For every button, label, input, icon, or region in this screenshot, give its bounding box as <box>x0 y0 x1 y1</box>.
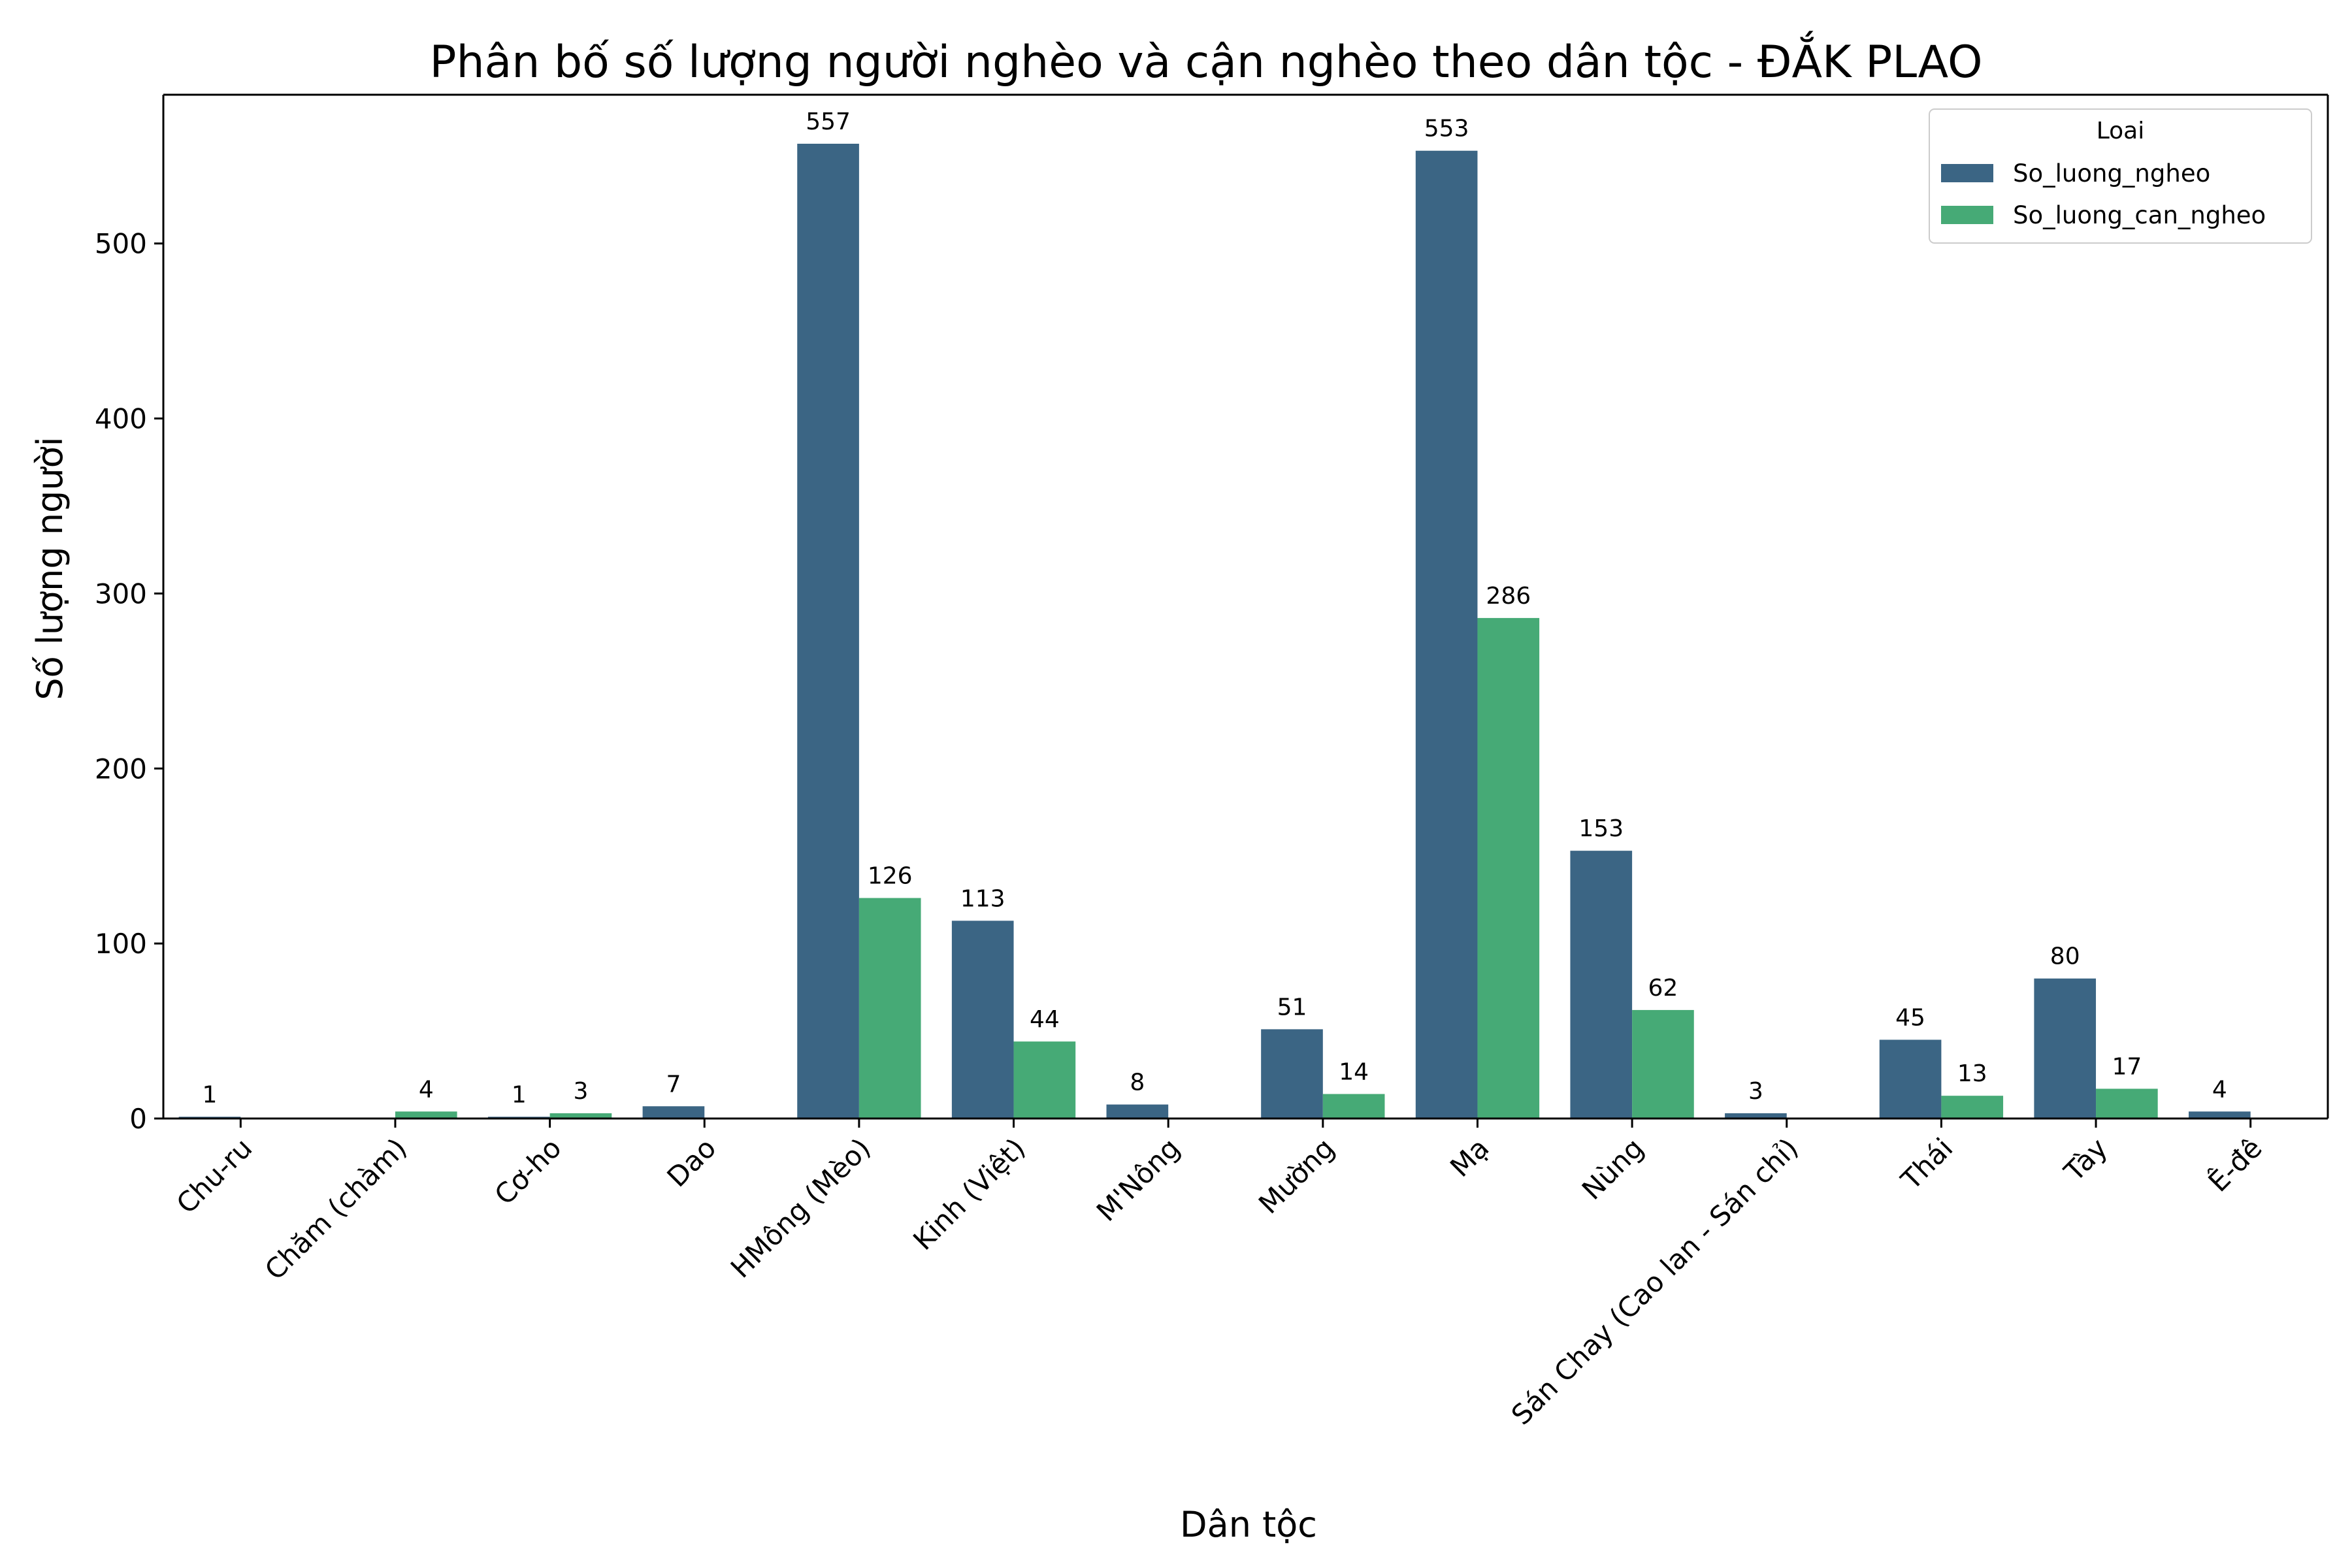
x-tick-label: M'Nông <box>1090 1132 1186 1228</box>
data-label: 8 <box>1130 1070 1145 1096</box>
x-tick-label: Cơ-ho <box>488 1132 567 1211</box>
x-tick-label: Mường <box>1252 1132 1341 1220</box>
x-axis-label: Dân tộc <box>1180 1504 1317 1545</box>
data-label: 557 <box>806 108 851 135</box>
data-label: 126 <box>868 862 913 889</box>
bar <box>1106 1104 1169 1119</box>
y-tick-label: 200 <box>95 753 147 785</box>
x-tick-label: Chu-ru <box>171 1132 259 1220</box>
legend-entry: So_luong_ngheo <box>2013 159 2210 188</box>
y-tick-label: 400 <box>95 403 147 435</box>
bar <box>1322 1094 1385 1119</box>
x-tick-label: Nùng <box>1576 1132 1650 1205</box>
bar <box>1415 150 1478 1119</box>
data-label: 7 <box>666 1071 681 1098</box>
data-label: 51 <box>1277 994 1307 1021</box>
bar <box>642 1106 705 1119</box>
bar <box>395 1111 457 1119</box>
bar <box>797 144 859 1119</box>
data-label: 14 <box>1339 1059 1369 1086</box>
bar <box>1879 1039 1942 1119</box>
legend-box <box>1929 108 2312 244</box>
legend-swatch <box>1941 206 1993 224</box>
data-label: 13 <box>1957 1060 1987 1087</box>
x-tick-label: Thái <box>1895 1132 1959 1196</box>
data-label: 4 <box>419 1076 434 1103</box>
data-label: 1 <box>203 1081 218 1108</box>
legend-entry: So_luong_can_ngheo <box>2013 201 2266 229</box>
bar <box>2034 978 2097 1119</box>
bar <box>1013 1041 1076 1119</box>
bar <box>2189 1111 2251 1119</box>
x-tick-label: Dao <box>661 1132 722 1193</box>
data-label: 3 <box>573 1078 588 1105</box>
legend-title: Loai <box>2097 118 2145 144</box>
data-label: 80 <box>2050 943 2080 970</box>
data-label: 4 <box>2212 1076 2227 1103</box>
bar <box>858 898 921 1119</box>
bar <box>951 921 1014 1119</box>
y-tick-label: 500 <box>95 228 147 260</box>
y-tick-label: 300 <box>95 578 147 610</box>
data-label: 1 <box>512 1081 527 1108</box>
data-label: 113 <box>960 885 1005 912</box>
bar <box>1477 617 1540 1119</box>
bar <box>1941 1096 2004 1119</box>
x-tick-label: Chăm (chàm) <box>259 1132 413 1286</box>
data-label: 286 <box>1486 583 1531 610</box>
y-axis-label: Số lượng người <box>29 436 71 700</box>
bar <box>1632 1009 1694 1119</box>
y-tick-label: 100 <box>95 928 147 960</box>
bar <box>1261 1029 1323 1119</box>
data-label: 17 <box>2112 1053 2142 1080</box>
x-tick-label: Sán Chay (Cao lan - Sán chỉ) <box>1505 1132 1805 1431</box>
data-label: 553 <box>1424 116 1469 142</box>
data-label: 45 <box>1895 1004 1925 1031</box>
data-label: 153 <box>1578 815 1624 842</box>
data-label: 44 <box>1030 1006 1060 1033</box>
x-tick-label: Ê-đê <box>2202 1132 2268 1198</box>
data-label: 3 <box>1748 1078 1763 1105</box>
bar <box>1725 1113 1787 1119</box>
legend: Loai So_luong_ngheo So_luong_can_ngheo <box>1929 108 2312 244</box>
legend-swatch <box>1941 164 1993 182</box>
bar <box>2096 1088 2158 1119</box>
x-tick-label: Tày <box>2057 1132 2114 1188</box>
y-tick-label: 0 <box>129 1103 147 1135</box>
chart-title: Phân bố số lượng người nghèo và cận nghè… <box>429 31 1982 88</box>
data-label: 62 <box>1648 975 1678 1002</box>
x-tick-label: HMông (Mèo) <box>725 1132 877 1284</box>
bar <box>1570 851 1633 1119</box>
x-tick-label: Mạ <box>1444 1132 1495 1183</box>
bar <box>549 1113 612 1119</box>
x-tick-label: Kinh (Việt) <box>907 1132 1031 1256</box>
